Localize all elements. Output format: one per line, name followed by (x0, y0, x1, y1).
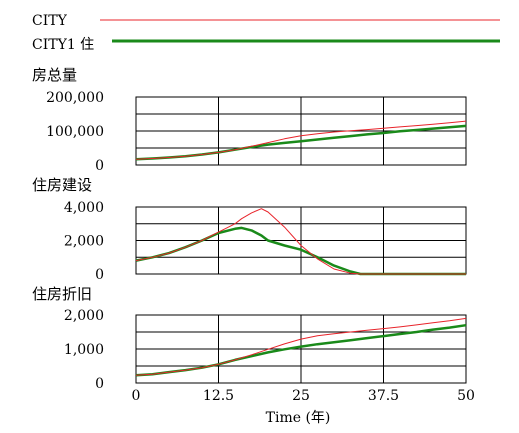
x-tick-label: 50 (457, 388, 475, 404)
plot-frame (135, 314, 467, 384)
legend-label-city1: CITY1 住 (32, 37, 94, 53)
y-tick-label: 2,000 (64, 308, 104, 324)
panel-house-depreciation: 0 1,000 2,000 (64, 308, 467, 392)
series-line-city (135, 317, 467, 376)
legend-label-city: CITY (32, 13, 68, 29)
y-tick-label: 200,000 (46, 90, 104, 106)
x-axis-label: Time (年) (266, 410, 331, 426)
panel-house-total: 0 100,000 200,000 (46, 90, 467, 174)
y-tick-label: 4,000 (64, 200, 104, 216)
x-tick-label: 37.5 (368, 388, 399, 404)
y-tick-label: 100,000 (46, 124, 104, 140)
plot-frame (135, 206, 467, 275)
y-tick-label: 0 (95, 376, 104, 392)
panel-house-construction: 0 2,000 4,000 (64, 200, 467, 283)
series-line-city (135, 120, 467, 160)
panel-2-title: 住房建设 (32, 176, 92, 194)
x-axis-ticks: 0 12.5 25 37.5 50 (132, 388, 475, 404)
panel-3-title: 住房折旧 (32, 285, 92, 303)
y-tick-label: 0 (95, 158, 104, 174)
y-tick-label: 2,000 (64, 234, 104, 250)
x-tick-label: 0 (132, 388, 141, 404)
series-line-city (135, 208, 466, 275)
plot-frame (135, 96, 467, 166)
y-tick-label: 0 (95, 267, 104, 283)
x-tick-label: 25 (292, 388, 310, 404)
panel-1-title: 房总量 (32, 66, 77, 84)
x-tick-label: 12.5 (203, 388, 234, 404)
y-tick-label: 1,000 (64, 342, 104, 358)
